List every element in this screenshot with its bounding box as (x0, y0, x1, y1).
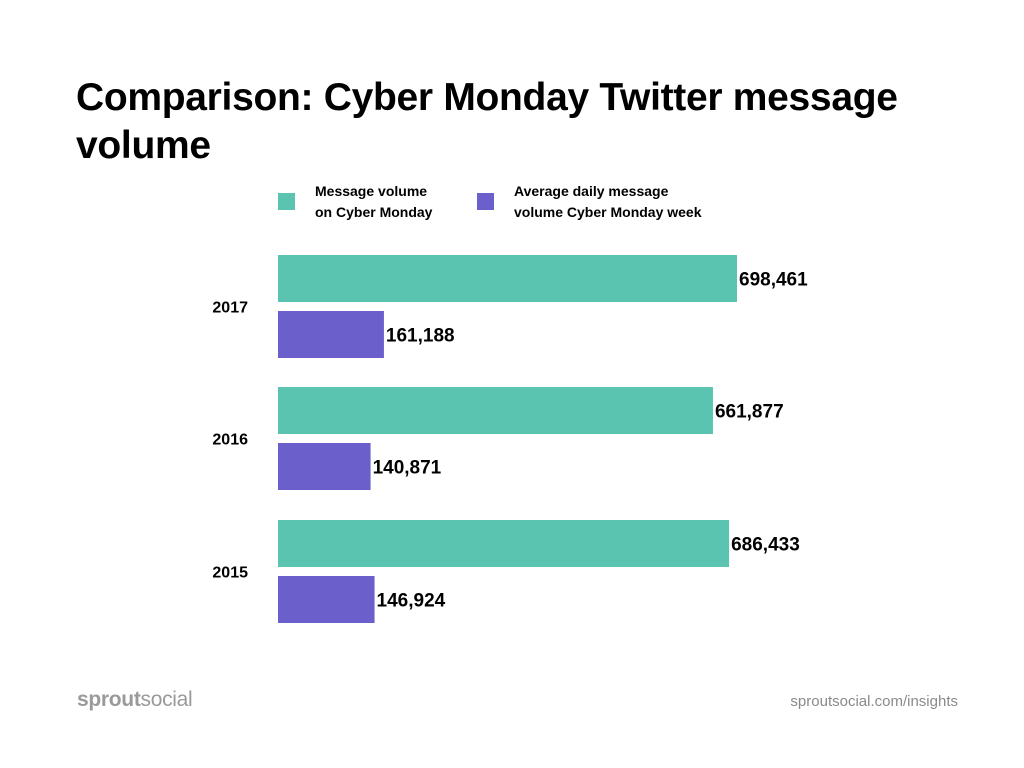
bar-2015-series-2 (278, 576, 375, 623)
data-label-2015-series-1: 686,433 (731, 535, 800, 556)
bar-2016-series-1 (278, 387, 713, 434)
category-label-2017: 2017 (212, 300, 248, 317)
bar-2016-series-2 (278, 443, 371, 490)
data-label-2016-series-2: 140,871 (373, 458, 442, 479)
legend-label-cyber-monday: Message volume on Cyber Monday (315, 183, 433, 220)
category-label-2016: 2016 (212, 432, 248, 449)
sproutsocial-logo: sproutsocial (77, 688, 193, 712)
bar-2017-series-1 (278, 255, 737, 302)
data-label-2017-series-1: 698,461 (739, 270, 808, 291)
category-label-2015: 2015 (212, 565, 248, 582)
data-label-2017-series-2: 161,188 (386, 326, 455, 347)
data-label-2016-series-1: 661,877 (715, 402, 784, 423)
bar-2017-series-2 (278, 311, 384, 358)
bar-2015-series-1 (278, 520, 730, 567)
legend-item-average-daily: Average daily message volume Cyber Monda… (477, 181, 702, 223)
logo-word-sprout: sprout (77, 688, 141, 711)
logo-word-social: social (140, 688, 193, 711)
legend-swatch-cyber-monday (278, 193, 295, 210)
legend-swatch-average-daily (477, 193, 494, 210)
legend-item-cyber-monday: Message volume on Cyber Monday (278, 181, 432, 223)
footer-url: sproutsocial.com/insights (790, 693, 958, 710)
legend-label-average-daily: Average daily message volume Cyber Monda… (514, 183, 702, 220)
chart-title: Comparison: Cyber Monday Twitter message… (76, 76, 898, 167)
data-label-2015-series-2: 146,924 (377, 591, 446, 612)
